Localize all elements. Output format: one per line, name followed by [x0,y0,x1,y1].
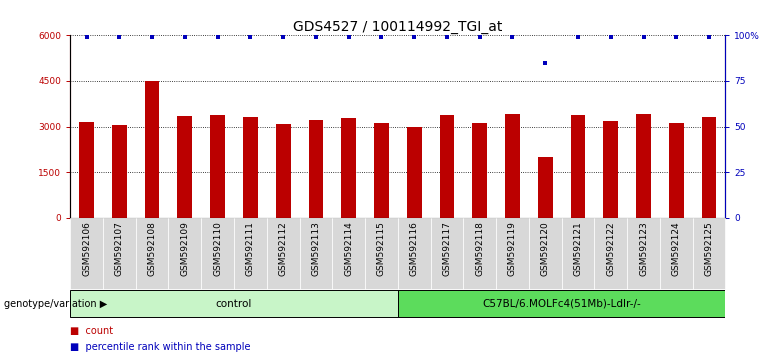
Text: GSM592115: GSM592115 [377,221,386,276]
Bar [112,125,126,218]
Point [408,34,420,40]
Point [604,34,617,40]
Text: GSM592116: GSM592116 [410,221,419,276]
Title: GDS4527 / 100114992_TGI_at: GDS4527 / 100114992_TGI_at [293,21,502,34]
Bar [407,127,421,218]
Bar [660,218,693,289]
Bar [243,118,257,218]
Bar [201,218,234,289]
Point [637,34,650,40]
Point [670,34,682,40]
Bar [309,120,323,218]
Bar [529,218,562,289]
Text: ■  percentile rank within the sample: ■ percentile rank within the sample [70,342,250,352]
Point [473,34,486,40]
Bar [538,157,552,218]
Text: GSM592112: GSM592112 [278,221,288,276]
Text: GSM592123: GSM592123 [639,221,648,276]
Text: control: control [216,298,252,309]
Bar [80,122,94,218]
Point [244,34,257,40]
Point [146,34,158,40]
Bar [562,218,594,289]
Text: GSM592120: GSM592120 [541,221,550,276]
Bar [70,218,103,289]
Point [310,34,322,40]
Bar [627,218,660,289]
Text: GSM592124: GSM592124 [672,221,681,276]
Bar [431,218,463,289]
Text: GSM592109: GSM592109 [180,221,190,276]
Text: GSM592117: GSM592117 [442,221,452,276]
Point [113,34,126,40]
Bar [604,121,618,218]
Point [375,34,388,40]
Text: genotype/variation ▶: genotype/variation ▶ [4,298,107,309]
Text: GSM592118: GSM592118 [475,221,484,276]
Bar [374,122,388,218]
Bar [276,124,290,218]
Point [342,34,355,40]
Bar [505,114,519,218]
Bar [211,115,225,218]
Text: GSM592125: GSM592125 [704,221,714,276]
Bar [168,218,201,289]
Text: GSM592107: GSM592107 [115,221,124,276]
Bar [473,122,487,218]
Bar [300,218,332,289]
Bar [669,122,683,218]
Bar [342,118,356,218]
Text: C57BL/6.MOLFc4(51Mb)-Ldlr-/-: C57BL/6.MOLFc4(51Mb)-Ldlr-/- [482,298,641,309]
Point [211,34,224,40]
Text: GSM592108: GSM592108 [147,221,157,276]
Point [277,34,289,40]
Bar [103,218,136,289]
Bar [145,81,159,218]
Bar [398,218,431,289]
Bar [496,218,529,289]
Point [441,34,453,40]
Bar [70,290,398,317]
Point [179,34,191,40]
Point [539,60,551,65]
Bar [398,290,725,317]
Bar [571,115,585,218]
Bar [332,218,365,289]
Bar [234,218,267,289]
Bar [365,218,398,289]
Bar [136,218,168,289]
Bar [463,218,496,289]
Text: GSM592106: GSM592106 [82,221,91,276]
Bar [267,218,300,289]
Text: GSM592110: GSM592110 [213,221,222,276]
Point [703,34,715,40]
Text: GSM592119: GSM592119 [508,221,517,276]
Bar [693,218,725,289]
Text: GSM592122: GSM592122 [606,221,615,276]
Bar [702,118,716,218]
Text: GSM592111: GSM592111 [246,221,255,276]
Point [572,34,584,40]
Point [80,34,93,40]
Bar [440,115,454,218]
Text: ■  count: ■ count [70,326,113,336]
Text: GSM592121: GSM592121 [573,221,583,276]
Bar [636,114,651,218]
Text: GSM592113: GSM592113 [311,221,321,276]
Bar [178,116,192,218]
Point [506,34,519,40]
Bar [594,218,627,289]
Text: GSM592114: GSM592114 [344,221,353,276]
